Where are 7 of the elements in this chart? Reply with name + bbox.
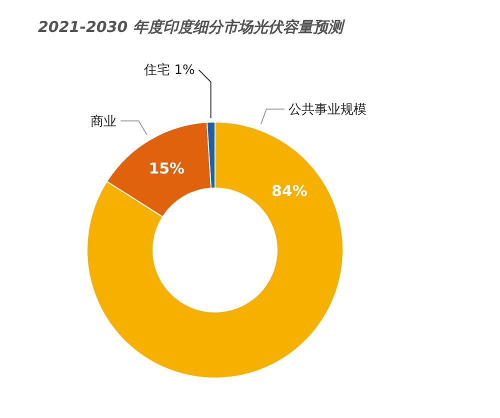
slice-label: 商业 bbox=[90, 114, 117, 130]
data-label: 1% bbox=[174, 63, 195, 78]
chart-title: 2021-2030 年度印度细分市场光伏容量预测 bbox=[38, 18, 346, 36]
slice-label: 公共事业规模 bbox=[288, 102, 366, 118]
data-label: 84% bbox=[271, 182, 308, 200]
slice-label: 住宅 bbox=[144, 63, 170, 78]
data-label: 15% bbox=[148, 159, 185, 178]
